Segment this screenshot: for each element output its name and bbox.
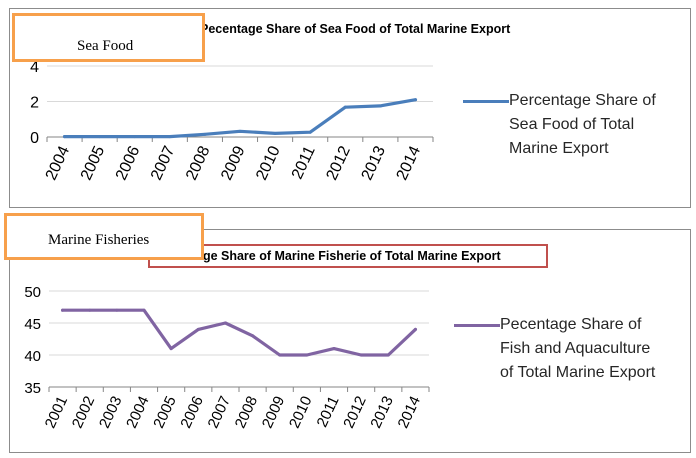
marine-fisheries-data-point [278, 353, 282, 357]
sea-food-chart-title: Pecentage Share of Sea Food of Total Mar… [200, 22, 511, 36]
marine-fisheries-series-line [60, 308, 417, 357]
marine-fisheries-data-point [359, 353, 363, 357]
marine-fisheries-y-tick-label: 50 [24, 284, 41, 301]
marine-fisheries-data-point [251, 334, 255, 338]
marine-fisheries-data-point [332, 347, 336, 351]
sea-food-data-point [133, 135, 137, 139]
marine-fisheries-x-tick-label: 2011 [314, 394, 343, 430]
sea-food-legend-label: Percentage Share of Sea Food of Total Ma… [509, 92, 656, 157]
marine-fisheries-data-point [169, 347, 173, 351]
marine-fisheries-x-tick-label: 2014 [395, 394, 425, 431]
sea-food-y-tick-label: 2 [30, 95, 39, 112]
marine-fisheries-data-point [61, 308, 65, 312]
marine-fisheries-x-tick-label: 2002 [69, 394, 99, 431]
marine-fisheries-x-tick-label: 2012 [340, 394, 370, 431]
marine-fisheries-data-point [142, 308, 146, 312]
marine-fisheries-x-tick-label: 2006 [177, 394, 207, 431]
sea-food-data-point [378, 104, 382, 108]
sea-food-data-point [168, 135, 172, 139]
marine-fisheries-data-point [305, 353, 309, 357]
sea-food-data-point [203, 132, 207, 136]
sea-food-data-point [273, 131, 277, 135]
marine-fisheries-tag: Marine Fisheries [4, 213, 204, 260]
marine-fisheries-data-point [88, 308, 92, 312]
marine-fisheries-y-tick-label: 45 [24, 316, 41, 333]
marine-fisheries-y-tick-label: 35 [24, 380, 41, 397]
sea-food-data-point [63, 135, 67, 139]
marine-fisheries-y-tick-label: 40 [24, 348, 41, 365]
marine-fisheries-x-tick-label: 2007 [205, 394, 235, 431]
marine-fisheries-chart-title: Pecentage Share of Marine Fisherie of To… [155, 249, 501, 263]
sea-food-data-point [343, 105, 347, 109]
marine-fisheries-x-tick-label: 2001 [42, 394, 72, 431]
marine-fisheries-legend-swatch [454, 324, 500, 327]
marine-fisheries-data-point [386, 353, 390, 357]
marine-fisheries-x-tick-label: 2009 [259, 394, 289, 431]
sea-food-data-point [238, 129, 242, 133]
sea-food-y-tick-label: 0 [30, 130, 39, 147]
marine-fisheries-x-tick-label: 2004 [123, 394, 153, 431]
marine-fisheries-x-tick-label: 2003 [96, 394, 126, 431]
marine-fisheries-title-box [148, 244, 548, 268]
sea-food-legend-swatch [463, 100, 509, 103]
marine-fisheries-legend-label: Pecentage Share of Fish and Aquaculture … [500, 316, 656, 381]
sea-food-y-tick-label: 4 [30, 59, 39, 76]
marine-fisheries-data-point [413, 327, 417, 331]
marine-fisheries-x-tick-label: 2008 [232, 394, 262, 431]
marine-fisheries-x-tick-label: 2005 [150, 394, 180, 431]
sea-food-data-point [308, 130, 312, 134]
marine-fisheries-x-tick-label: 2010 [286, 394, 316, 431]
sea-food-tag: Sea Food [12, 13, 205, 62]
marine-fisheries-data-point [115, 308, 119, 312]
marine-fisheries-x-tick-label: 2013 [367, 394, 397, 431]
sea-food-data-point [98, 135, 102, 139]
marine-fisheries-data-point [196, 327, 200, 331]
sea-food-data-point [413, 98, 417, 102]
marine-fisheries-data-point [223, 321, 227, 325]
